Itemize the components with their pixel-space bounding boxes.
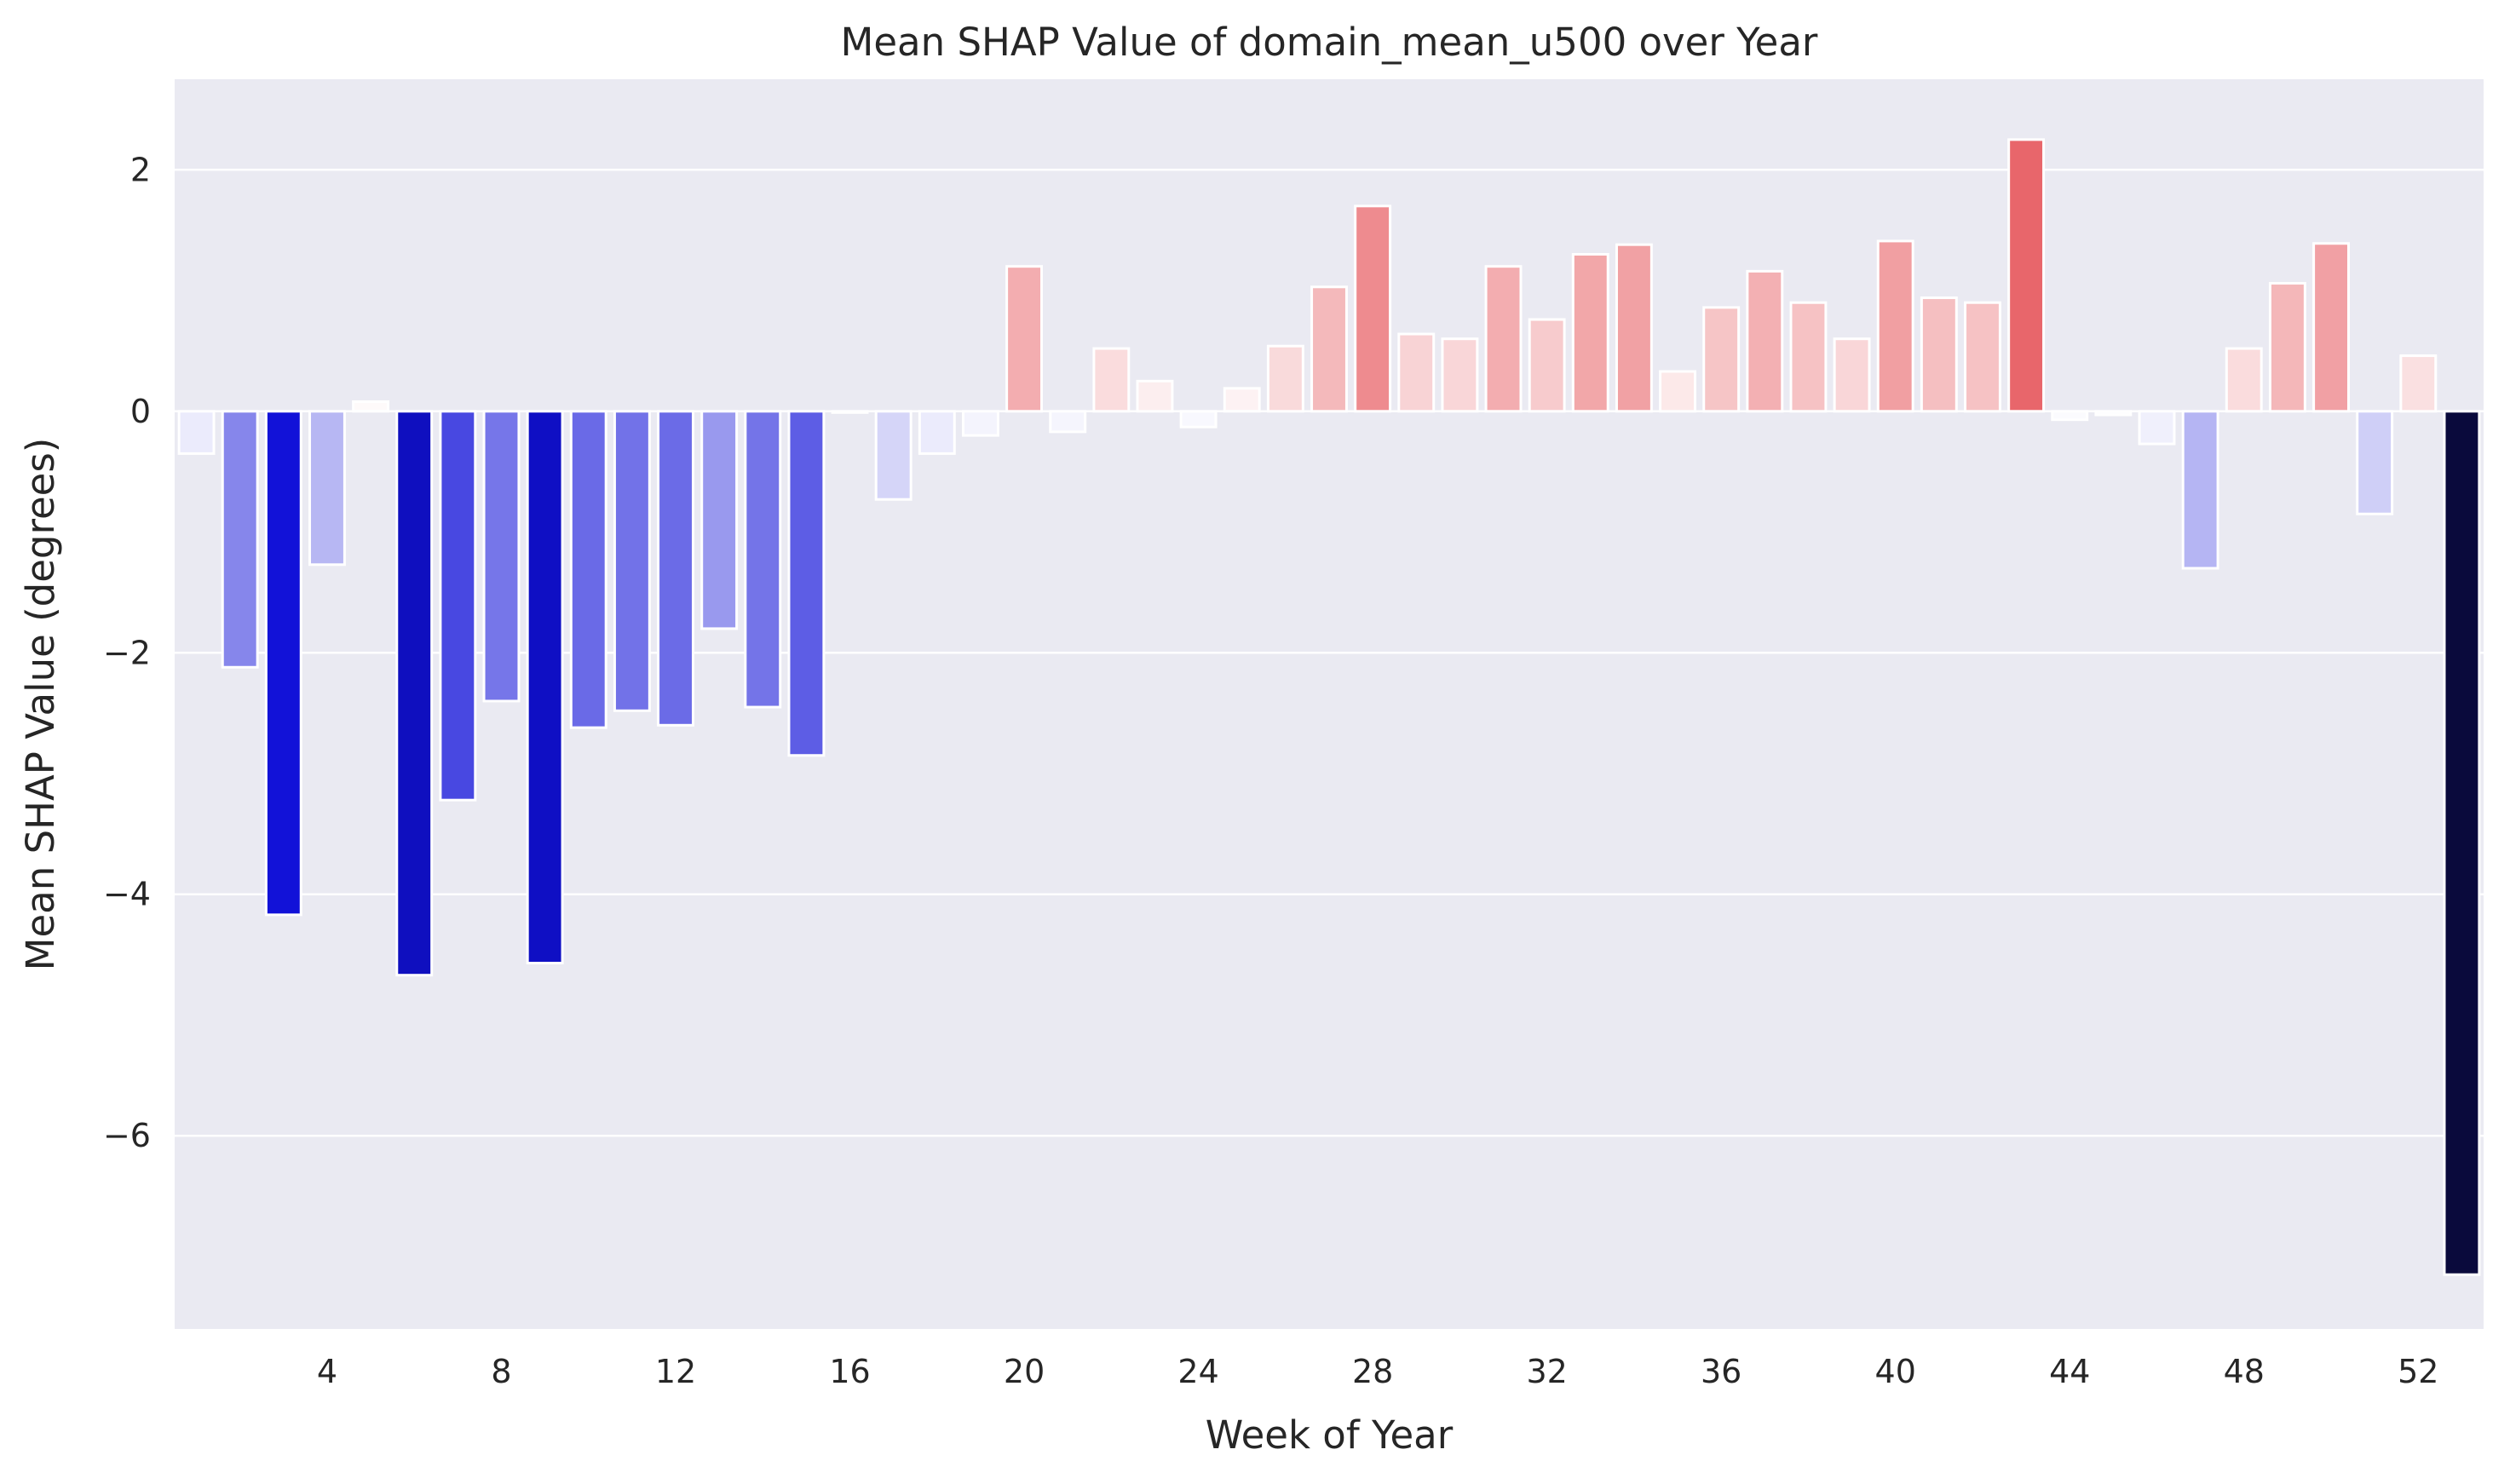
- bar-week-3: [264, 410, 302, 917]
- bar-week-8: [482, 410, 521, 703]
- bar-week-53: [2443, 410, 2481, 1276]
- bar-week-32: [1528, 318, 1566, 413]
- bar-week-52: [2399, 354, 2438, 413]
- x-tick-label: 16: [829, 1353, 870, 1390]
- x-axis-title: Week of Year: [1206, 1412, 1454, 1458]
- y-axis-title: Mean SHAP Value (degrees): [18, 438, 63, 971]
- bar-week-37: [1746, 269, 1784, 413]
- bar-week-2: [221, 410, 259, 669]
- bar-week-31: [1484, 265, 1523, 413]
- bar-week-6: [395, 410, 434, 977]
- bar-week-12: [657, 410, 694, 727]
- bar-week-19: [961, 410, 999, 437]
- bar-week-41: [1920, 296, 1958, 413]
- bar-week-14: [744, 410, 782, 709]
- bar-week-18: [918, 410, 956, 455]
- chart-title: Mean SHAP Value of domain_mean_u500 over…: [841, 20, 1818, 65]
- bar-week-28: [1354, 204, 1392, 413]
- bar-week-11: [613, 410, 651, 712]
- bar-week-23: [1136, 379, 1174, 413]
- bar-week-38: [1789, 301, 1828, 413]
- x-tick-label: 8: [491, 1353, 511, 1390]
- bar-week-13: [700, 410, 739, 630]
- x-tick-label: 4: [317, 1353, 337, 1390]
- bar-week-47: [2181, 410, 2219, 570]
- x-tick-label: 20: [1004, 1353, 1045, 1390]
- bar-week-10: [569, 410, 607, 729]
- bars: [177, 138, 2481, 1276]
- y-tick-label: −6: [103, 1117, 151, 1154]
- bar-week-46: [2138, 410, 2176, 446]
- bar-week-49: [2268, 282, 2306, 413]
- x-tick-label: 48: [2224, 1353, 2265, 1390]
- bar-week-45: [2094, 410, 2133, 417]
- bar-week-1: [177, 410, 216, 455]
- y-tick-label: −4: [103, 876, 151, 913]
- bar-week-43: [2007, 138, 2046, 413]
- x-tick-label: 24: [1177, 1353, 1218, 1390]
- x-tick-label: 36: [1701, 1353, 1741, 1390]
- bar-week-26: [1266, 344, 1304, 413]
- bar-week-7: [439, 410, 477, 802]
- x-tick-label: 12: [655, 1353, 696, 1390]
- bar-week-9: [526, 410, 564, 965]
- y-axis-ticks: 2 0 −2 −4 −6: [103, 151, 151, 1154]
- bar-week-21: [1049, 410, 1087, 434]
- bar-week-22: [1092, 347, 1131, 413]
- x-tick-label: 52: [2398, 1353, 2438, 1390]
- bar-week-51: [2356, 410, 2394, 515]
- x-tick-label: 28: [1352, 1353, 1393, 1390]
- x-tick-label: 40: [1875, 1353, 1916, 1390]
- bar-week-35: [1659, 370, 1697, 413]
- x-axis-ticks: 4 8 12 16 20 24 28 32 36 40 44 48 52: [317, 1353, 2439, 1390]
- bar-week-33: [1571, 253, 1609, 413]
- x-tick-label: 32: [1526, 1353, 1567, 1390]
- bar-week-16: [831, 410, 869, 414]
- bar-week-34: [1615, 243, 1653, 413]
- bar-week-5: [352, 400, 390, 413]
- bar-week-50: [2312, 242, 2350, 413]
- bar-week-44: [2051, 410, 2089, 422]
- plot-area: [175, 79, 2484, 1329]
- y-tick-label: 0: [130, 393, 151, 430]
- x-tick-label: 44: [2049, 1353, 2090, 1390]
- bar-week-29: [1397, 332, 1436, 413]
- y-tick-label: −2: [103, 634, 151, 671]
- bar-week-36: [1702, 306, 1741, 413]
- bar-week-27: [1310, 285, 1348, 413]
- bar-week-15: [787, 410, 826, 757]
- bar-week-39: [1833, 337, 1871, 413]
- bar-week-20: [1005, 265, 1044, 413]
- bar-week-24: [1179, 410, 1218, 429]
- bar-week-48: [2225, 347, 2263, 413]
- bar-week-25: [1223, 387, 1261, 413]
- bar-week-30: [1441, 337, 1479, 413]
- y-tick-label: 2: [130, 151, 151, 188]
- bar-week-4: [308, 410, 346, 567]
- bar-week-40: [1876, 239, 1914, 413]
- bar-week-42: [1964, 301, 2001, 413]
- bar-week-17: [874, 410, 912, 501]
